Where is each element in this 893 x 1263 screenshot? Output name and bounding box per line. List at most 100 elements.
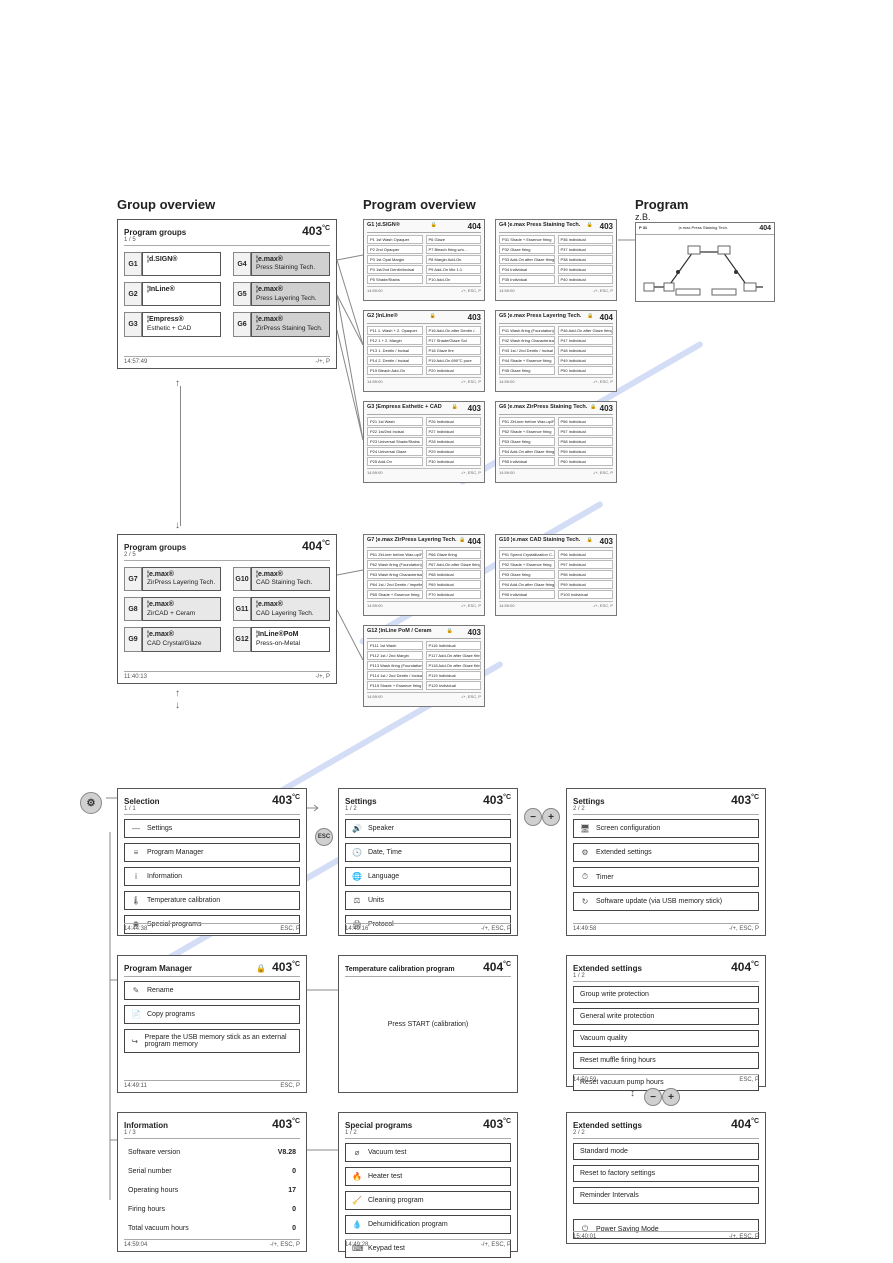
program-row[interactable]: P117 Add-On after Glaze firing (426, 651, 482, 660)
program-row[interactable]: P14 2. Dentin / Incisal (367, 356, 423, 365)
program-row[interactable]: P52 Shade + Essence firing (499, 427, 555, 436)
program-row[interactable]: P40 Individual (558, 275, 614, 284)
group-button[interactable]: G1¦d.SIGN® (124, 252, 221, 276)
group-button[interactable]: G12¦InLine®PoMPress-on-Metal (233, 627, 330, 651)
program-row[interactable]: P29 Individual (426, 447, 482, 456)
program-row[interactable]: P16 Add-On after Dentin /.. (426, 326, 482, 335)
group-button[interactable]: G10¦e.max®CAD Staining Tech. (233, 567, 330, 591)
program-row[interactable]: P59 Individual (558, 447, 614, 456)
program-row[interactable]: P112 1st / 2nd Margin (367, 651, 423, 660)
menu-item[interactable]: ✎Rename (124, 981, 300, 1000)
program-row[interactable]: P96 Individual (558, 550, 614, 559)
program-row[interactable]: P22 1st/2nd Incisal (367, 427, 423, 436)
program-row[interactable]: P34 Individual (499, 265, 555, 274)
menu-item[interactable]: ⚖Units (345, 891, 511, 910)
program-row[interactable]: P54 Add-On after Glaze firing (499, 447, 555, 456)
program-row[interactable]: P32 Glaze firing (499, 245, 555, 254)
program-row[interactable]: P45 Glaze firing (499, 366, 555, 375)
program-row[interactable]: P57 Individual (558, 427, 614, 436)
program-row[interactable]: P19 Add-On 690°C pure (426, 356, 482, 365)
group-button[interactable]: G7¦e.max®ZirPress Layering Tech. (124, 567, 221, 591)
program-row[interactable]: P55 Individual (499, 457, 555, 466)
menu-item[interactable]: 💧Dehumidification program (345, 1215, 511, 1234)
program-row[interactable]: P26 Individual (426, 417, 482, 426)
program-row[interactable]: P56 Individual (558, 417, 614, 426)
group-button[interactable]: G2¦InLine® (124, 282, 221, 306)
minus-button[interactable]: − (644, 1088, 662, 1106)
program-row[interactable]: P13 1. Dentin / Incisal (367, 346, 423, 355)
program-row[interactable]: P47 Individual (558, 336, 614, 345)
program-row[interactable]: P6 Glaze (426, 235, 482, 244)
program-row[interactable]: P28 Individual (426, 437, 482, 446)
program-row[interactable]: P27 Individual (426, 427, 482, 436)
program-row[interactable]: P44 Shade + Essence firing (499, 356, 555, 365)
menu-item[interactable]: ↪Prepare the USB memory stick as an exte… (124, 1029, 300, 1053)
menu-item[interactable]: 🖥Screen configuration (573, 819, 759, 838)
minus-button[interactable]: − (524, 808, 542, 826)
program-row[interactable]: P41 Wash firing (Foundation) (499, 326, 555, 335)
program-row[interactable]: P2 2nd Opaquer (367, 245, 423, 254)
program-row[interactable]: P62 Wash firing (Foundation) (367, 560, 423, 569)
program-row[interactable]: P43 1st / 2nd Dentin / Incisal (499, 346, 555, 355)
group-button[interactable]: G4¦e.max®Press Staining Tech. (233, 252, 330, 276)
program-row[interactable]: P42 Wash firing Characterization (499, 336, 555, 345)
menu-item[interactable]: 🔥Heater test (345, 1167, 511, 1186)
menu-item[interactable]: 🧹Cleaning program (345, 1191, 511, 1210)
program-row[interactable]: P7 Bleach firing w/o… (426, 245, 482, 254)
menu-item[interactable]: —Settings (124, 819, 300, 838)
program-row[interactable]: P23 Universal Shade/Stains (367, 437, 423, 446)
menu-item[interactable]: ⌀Vacuum test (345, 1143, 511, 1162)
program-row[interactable]: P111 1st Wash (367, 641, 423, 650)
menu-item[interactable]: Group write protection (573, 986, 759, 1003)
program-row[interactable]: P98 Individual (558, 570, 614, 579)
menu-item[interactable]: 📄Copy programs (124, 1005, 300, 1024)
program-row[interactable]: P58 Individual (558, 437, 614, 446)
program-row[interactable]: P8 Margin Add-On (426, 255, 482, 264)
program-row[interactable]: P120 Individual (426, 681, 482, 690)
program-row[interactable]: P48 Individual (558, 346, 614, 355)
menu-item[interactable]: Reset muffle firing hours (573, 1052, 759, 1069)
program-row[interactable]: P113 Wash firing (Foundation) (367, 661, 423, 670)
program-row[interactable]: P49 Individual (558, 356, 614, 365)
program-row[interactable]: P92 Shade + Essence firing (499, 560, 555, 569)
program-row[interactable]: P60 Individual (558, 457, 614, 466)
program-row[interactable]: P1 1st Wash Opaquer (367, 235, 423, 244)
menu-item[interactable]: 🔊Speaker (345, 819, 511, 838)
program-row[interactable]: P4 1st/2nd Dentin/Incisal (367, 265, 423, 274)
program-row[interactable]: P15 Bleach Add-On (367, 366, 423, 375)
group-button[interactable]: G5¦e.max®Press Layering Tech. (233, 282, 330, 306)
program-row[interactable]: P36 Individual (558, 235, 614, 244)
program-row[interactable]: P115 Shade + Essence firing (367, 681, 423, 690)
program-row[interactable]: P95 Individual (499, 590, 555, 599)
program-row[interactable]: P24 Universal Glaze (367, 447, 423, 456)
menu-item[interactable]: ≡Program Manager (124, 843, 300, 862)
menu-item[interactable]: General write protection (573, 1008, 759, 1025)
program-row[interactable]: P65 Shade + Essence firing (367, 590, 423, 599)
menu-item[interactable]: 🕓Date, Time (345, 843, 511, 862)
group-button[interactable]: G3¦Empress®Esthetic + CAD (124, 312, 221, 336)
program-row[interactable]: P116 Individual (426, 641, 482, 650)
program-row[interactable]: P46 Add-On after Glaze firing (558, 326, 614, 335)
esc-button[interactable]: ESC (315, 828, 333, 846)
program-row[interactable]: P66 Glaze firing (426, 550, 482, 559)
program-row[interactable]: P18 Glaze fire (426, 346, 482, 355)
program-row[interactable]: P51 ZirLiner before Wax-up/Press (499, 417, 555, 426)
group-button[interactable]: G6¦e.max®ZirPress Staining Tech. (233, 312, 330, 336)
program-row[interactable]: P91 Speed Crystallization C… (499, 550, 555, 559)
group-button[interactable]: G9¦e.max®CAD Crystal/Glaze (124, 627, 221, 651)
program-row[interactable]: P114 1st / 2nd Dentin / Incisal (367, 671, 423, 680)
program-row[interactable]: P11 1. Wash + 2. Opaquer (367, 326, 423, 335)
program-row[interactable]: P30 Individual (426, 457, 482, 466)
plus-button[interactable]: + (662, 1088, 680, 1106)
program-row[interactable]: P53 Glaze firing (499, 437, 555, 446)
program-row[interactable]: P50 Individual (558, 366, 614, 375)
program-row[interactable]: P12 1 + 2. Margin (367, 336, 423, 345)
menu-item[interactable]: iInformation (124, 867, 300, 886)
program-row[interactable]: P64 1st / 2nd Dentin / Impellen (367, 580, 423, 589)
program-row[interactable]: P70 Individual (426, 590, 482, 599)
menu-item[interactable]: Reminder Intervals (573, 1187, 759, 1204)
program-row[interactable]: P63 Wash firing Characterisation (367, 570, 423, 579)
program-row[interactable]: P20 Individual (426, 366, 482, 375)
program-row[interactable]: P17 Shade/Glaze Sol (426, 336, 482, 345)
program-row[interactable]: P94 Add-On after Glaze firing (499, 580, 555, 589)
